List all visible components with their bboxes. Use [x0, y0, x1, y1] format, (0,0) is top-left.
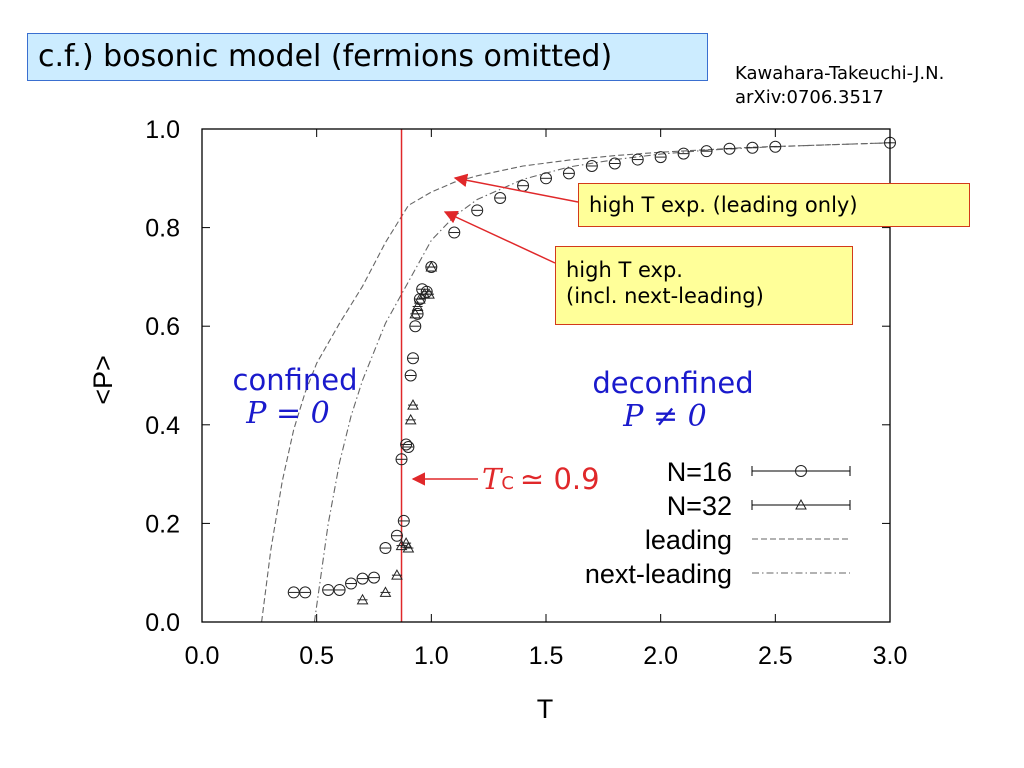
citation: Kawahara-Takeuchi-J.N. arXiv:0706.3517: [735, 62, 944, 110]
deconfined-label: deconfined: [592, 366, 753, 400]
circle-point: [409, 320, 422, 333]
deconfined-condition: P ≠ 0: [622, 399, 706, 434]
circle-point: [420, 285, 433, 298]
circle-point: [333, 583, 346, 596]
tc-subscript: C: [501, 473, 514, 494]
y-tick-label: 0.6: [145, 313, 180, 341]
x-tick-label: 0.0: [185, 642, 220, 670]
circle-point: [379, 542, 392, 555]
legend-label: next-leading: [585, 559, 732, 589]
callout-next-arrow: [443, 210, 556, 264]
callout-next-line1: high T exp.: [566, 258, 683, 282]
x-tick-label: 2.5: [758, 642, 793, 670]
circle-point: [494, 192, 507, 205]
callout-leading-only: high T exp. (leading only): [578, 183, 970, 227]
circle-point: [540, 172, 552, 185]
circle-point: [448, 226, 461, 239]
x-tick-label: 2.0: [643, 642, 678, 670]
curve-next-leading: [313, 142, 891, 623]
circle-point: [356, 572, 369, 585]
circle-point: [400, 438, 413, 451]
y-tick-label: 0.2: [145, 510, 180, 538]
legend-circle-marker: [795, 465, 807, 477]
legend-label: N=16: [667, 457, 732, 487]
tc-symbol: T: [482, 462, 504, 496]
circle-point: [631, 153, 644, 166]
plot-frame: [201, 128, 891, 623]
circle-point: [299, 586, 312, 599]
legend-triangle-marker: [795, 498, 807, 510]
y-tick-label: 0.8: [145, 215, 180, 243]
legend-label: leading: [645, 525, 732, 555]
confined-label: confined: [233, 363, 358, 397]
slide-title: c.f.) bosonic model (fermions omitted): [27, 33, 708, 81]
circle-point: [471, 204, 484, 217]
region-confined: confined P = 0: [233, 363, 358, 431]
callout-next-leading: high T exp. (incl. next-leading): [555, 246, 853, 325]
y-tick-label: 0.4: [145, 412, 180, 440]
circle-point: [723, 142, 736, 155]
citation-authors: Kawahara-Takeuchi-J.N.: [735, 63, 945, 84]
y-tick-label: 1.0: [145, 116, 180, 144]
callout-leading-arrow: [453, 173, 579, 203]
circle-point: [608, 157, 621, 170]
circle-point: [390, 529, 403, 542]
circle-point: [562, 167, 575, 180]
triangle-point: [407, 399, 419, 410]
circle-point: [769, 140, 782, 153]
x-tick-label: 1.5: [529, 642, 564, 670]
triangle-point: [404, 413, 417, 425]
triangle-point: [356, 593, 369, 605]
triangle-point: [395, 539, 408, 551]
x-tick-label: 3.0: [873, 642, 908, 670]
confined-condition: P = 0: [245, 396, 329, 431]
callout-next-line2: (incl. next-leading): [566, 284, 764, 308]
circle-point: [402, 440, 415, 453]
circle-point: [700, 145, 713, 158]
triangle-point: [409, 307, 422, 319]
circle-point: [677, 147, 690, 160]
circle-point: [397, 514, 410, 527]
circle-point: [585, 159, 598, 172]
legend-label: N=32: [667, 491, 732, 521]
circle-point: [746, 141, 759, 154]
circle-point: [395, 453, 408, 466]
tick-labels: 0.0 0.5 1.0 1.5 2.0 2.5 3.0 0.0 0.2 0.4 0.6 0.8 1.0: [145, 116, 907, 670]
data-points: [287, 136, 896, 605]
legend: N=16 N=32 leading next-leading: [585, 457, 851, 589]
x-tick-label: 0.5: [299, 642, 334, 670]
x-axis-label: T: [537, 694, 554, 724]
circle-point: [345, 577, 358, 590]
triangle-point: [423, 288, 435, 299]
triangle-point: [379, 586, 392, 597]
citation-arxiv: arXiv:0706.3517: [735, 87, 884, 108]
triangle-point: [425, 261, 438, 272]
y-tick-label: 0.0: [145, 609, 180, 637]
triangle-point: [391, 569, 403, 580]
circle-point: [406, 352, 419, 365]
region-deconfined: deconfined P ≠ 0: [592, 366, 753, 434]
tc-value: ≃ 0.9: [520, 462, 600, 496]
y-axis-label: <P>: [88, 355, 118, 405]
x-tick-label: 1.0: [414, 642, 449, 670]
circle-point: [368, 571, 380, 584]
circle-point: [654, 151, 667, 164]
tc-label: TC ≃ 0.9: [482, 462, 600, 496]
triangle-point: [402, 542, 415, 553]
triangle-point: [411, 300, 424, 311]
circle-point: [404, 369, 417, 382]
